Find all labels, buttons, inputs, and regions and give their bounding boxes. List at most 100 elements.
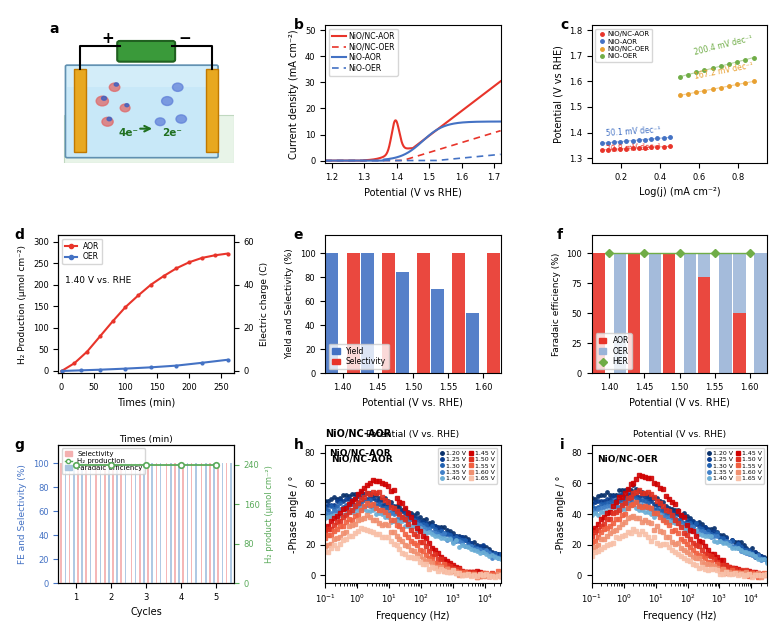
NiO/NC-OER <box>708 85 717 93</box>
FancyBboxPatch shape <box>65 65 218 157</box>
NiO-AOR <box>471 118 481 125</box>
AOR <box>185 258 194 266</box>
Bar <box>67 66 217 87</box>
Bar <box>178 463 180 583</box>
NiO/NC-AOR <box>609 145 619 153</box>
AOR <box>172 265 182 272</box>
Bar <box>121 463 122 583</box>
OER <box>57 367 66 375</box>
Bar <box>108 463 110 583</box>
Text: NiO/NC-AOR: NiO/NC-AOR <box>329 449 390 458</box>
Bar <box>81 463 83 583</box>
Bar <box>125 463 126 583</box>
NiO/NC-AOR <box>628 144 637 152</box>
Bar <box>86 463 87 583</box>
Bar <box>77 463 79 583</box>
Circle shape <box>120 104 130 112</box>
Bar <box>131 463 132 583</box>
Bar <box>593 253 605 373</box>
NiO-OER <box>749 54 758 61</box>
Legend: Yield, Selectivity: Yield, Selectivity <box>329 344 389 369</box>
AOR <box>223 250 232 257</box>
Bar <box>754 253 767 373</box>
NiO/NC-AOR <box>615 145 625 153</box>
NiO/NC-OER <box>749 78 758 85</box>
Y-axis label: Faradaic efficiency (%): Faradaic efficiency (%) <box>552 253 561 356</box>
Bar <box>156 463 157 583</box>
Circle shape <box>115 83 118 86</box>
Text: b: b <box>294 18 304 32</box>
NiO-AOR <box>653 135 662 142</box>
Bar <box>649 253 661 373</box>
NiO/NC-OER <box>741 79 750 87</box>
Bar <box>112 463 114 583</box>
Legend: AOR, OER, HER: AOR, OER, HER <box>596 333 632 369</box>
AOR <box>146 281 156 288</box>
NiO/NC-OER <box>453 140 463 147</box>
Bar <box>382 253 395 373</box>
NiO-OER <box>741 56 750 63</box>
Line: NiO/NC-OER: NiO/NC-OER <box>325 130 501 161</box>
OER <box>223 356 232 364</box>
FancyBboxPatch shape <box>117 41 175 61</box>
Bar <box>698 253 710 277</box>
NiO/NC-AOR <box>422 134 432 141</box>
Circle shape <box>109 83 120 92</box>
Bar <box>417 253 430 373</box>
Line: NiO-OER: NiO-OER <box>325 154 501 161</box>
Bar <box>61 463 62 583</box>
Bar <box>698 277 710 373</box>
Line: OER: OER <box>59 357 230 373</box>
NiO-OER <box>427 157 436 164</box>
NiO/NC-AOR <box>453 110 463 117</box>
Circle shape <box>96 96 108 106</box>
Bar <box>230 463 231 583</box>
NiO-OER <box>471 153 481 161</box>
OER <box>197 359 206 367</box>
NiO-AOR <box>640 136 650 144</box>
Legend: NiO/NC-AOR, NiO/NC-OER, NiO-AOR, NiO-OER: NiO/NC-AOR, NiO/NC-OER, NiO-AOR, NiO-OER <box>329 29 397 76</box>
Circle shape <box>125 103 129 107</box>
OER <box>121 365 130 372</box>
Bar <box>347 253 360 373</box>
Bar <box>226 463 227 583</box>
Title: Potential (V vs. RHE): Potential (V vs. RHE) <box>633 429 726 439</box>
Line: NiO/NC-AOR: NiO/NC-AOR <box>600 145 671 152</box>
Circle shape <box>161 97 173 105</box>
NiO-AOR <box>665 134 675 141</box>
NiO/NC-OER <box>496 127 506 134</box>
NiO-AOR <box>496 118 506 125</box>
NiO/NC-AOR <box>331 157 340 164</box>
Bar <box>74 69 86 152</box>
NiO-AOR <box>647 135 656 143</box>
X-axis label: Frequency (Hz): Frequency (Hz) <box>376 611 449 621</box>
Bar <box>65 463 66 583</box>
Bar <box>96 463 97 583</box>
NiO/NC-OER <box>732 81 742 88</box>
NiO-AOR <box>659 134 668 142</box>
Bar <box>205 463 206 583</box>
NiO/NC-AOR <box>597 146 606 154</box>
Bar <box>116 463 118 583</box>
Line: NiO/NC-OER: NiO/NC-OER <box>678 80 756 97</box>
NiO-OER <box>675 73 684 80</box>
NiO/NC-AOR <box>603 146 612 154</box>
Bar <box>614 253 626 373</box>
NiO/NC-OER <box>716 84 725 92</box>
NiO/NC-AOR <box>320 157 330 164</box>
AOR <box>83 348 92 356</box>
Line: NiO/NC-AOR: NiO/NC-AOR <box>325 82 501 161</box>
Bar <box>104 463 105 583</box>
Text: 4e⁻: 4e⁻ <box>118 127 139 137</box>
NiO-OER <box>432 157 442 164</box>
Y-axis label: -Phase angle / °: -Phase angle / ° <box>289 475 299 553</box>
NiO/NC-AOR <box>659 143 668 150</box>
Bar <box>221 463 224 583</box>
Bar <box>466 313 479 373</box>
Bar <box>182 463 184 583</box>
Line: NiO-AOR: NiO-AOR <box>325 122 501 161</box>
Text: −: − <box>178 31 191 46</box>
NiO/NC-AOR <box>634 144 643 152</box>
Bar <box>213 463 215 583</box>
Circle shape <box>107 117 111 121</box>
